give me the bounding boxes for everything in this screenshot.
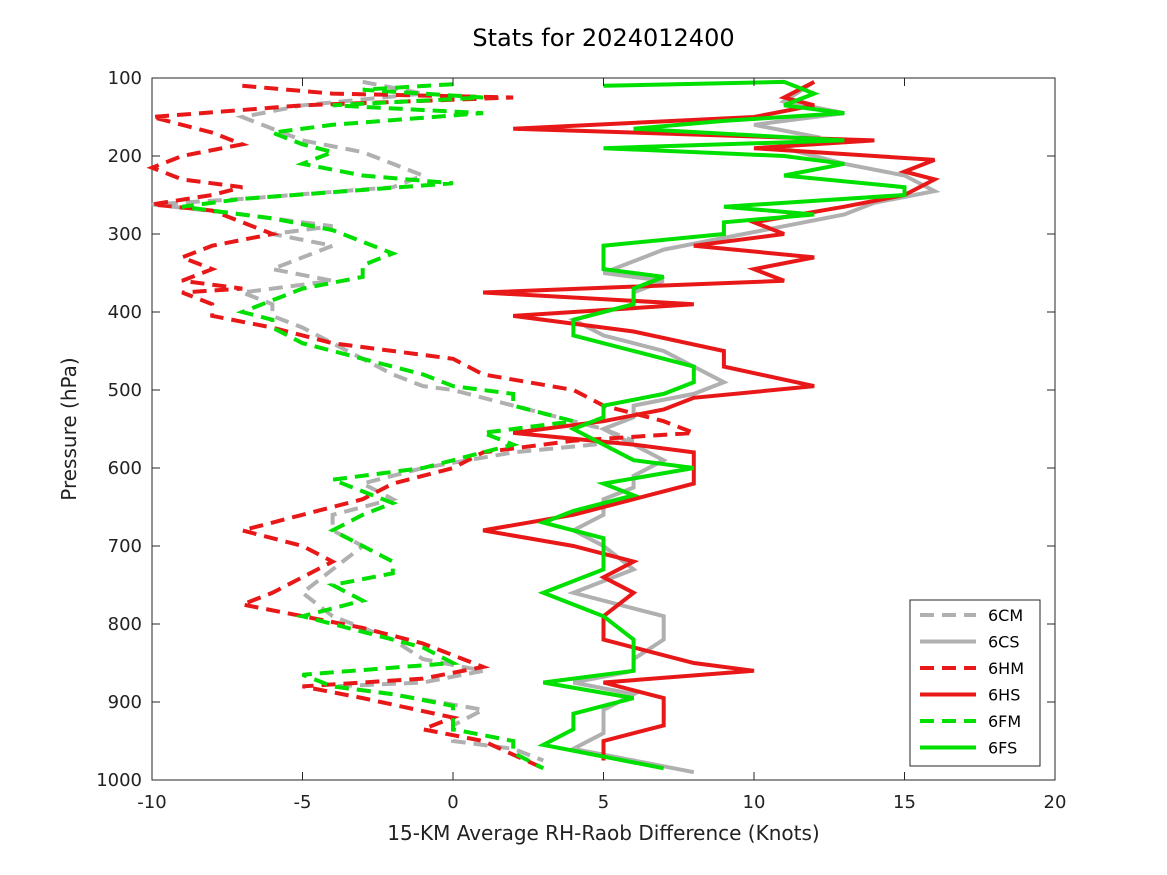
y-tick-label: 600	[108, 458, 142, 479]
y-tick-label: 200	[108, 146, 142, 167]
x-tick-label: 20	[1044, 792, 1067, 813]
legend-label-6cm: 6CM	[988, 606, 1023, 625]
legend-label-6cs: 6CS	[988, 633, 1020, 652]
series-line-6hs	[482, 80, 941, 761]
series-line-6fm	[181, 82, 574, 771]
y-tick-label: 100	[108, 68, 142, 89]
series-line-6fs	[536, 79, 907, 771]
legend-label-6hm: 6HM	[988, 659, 1024, 678]
chart-title: Stats for 2024012400	[472, 24, 734, 52]
series-line-6cs	[566, 80, 941, 775]
series-line-6hm	[146, 83, 695, 771]
legend-label-6fs: 6FS	[988, 739, 1017, 758]
y-tick-label: 800	[108, 614, 142, 635]
x-tick-label: 10	[743, 792, 766, 813]
y-axis-label: Pressure (hPa)	[57, 357, 81, 500]
series-lines	[146, 79, 941, 775]
y-tick-label: 300	[108, 224, 142, 245]
x-tick-label: 5	[598, 792, 609, 813]
x-tick-label: -5	[294, 792, 312, 813]
y-tick-label: 700	[108, 536, 142, 557]
x-tick-label: -10	[137, 792, 166, 813]
legend-label-6hs: 6HS	[988, 686, 1020, 705]
x-tick-label: 0	[447, 792, 458, 813]
axis-ticks: -10 -5 0 5 10 15 20 100 200 300 400 500 600 700 800 900…	[96, 68, 1066, 813]
y-tick-label: 400	[108, 302, 142, 323]
y-tick-label: 500	[108, 380, 142, 401]
legend: 6CM 6CS 6HM 6HS 6FM 6FS	[909, 599, 1041, 767]
legend-label-6fm: 6FM	[988, 712, 1021, 731]
legend-box	[909, 599, 1041, 767]
x-axis-label: 15-KM Average RH-Raob Difference (Knots)	[387, 821, 819, 845]
y-tick-label: 900	[108, 692, 142, 713]
x-tick-label: 15	[893, 792, 916, 813]
y-tick-label: 1000	[96, 770, 142, 791]
